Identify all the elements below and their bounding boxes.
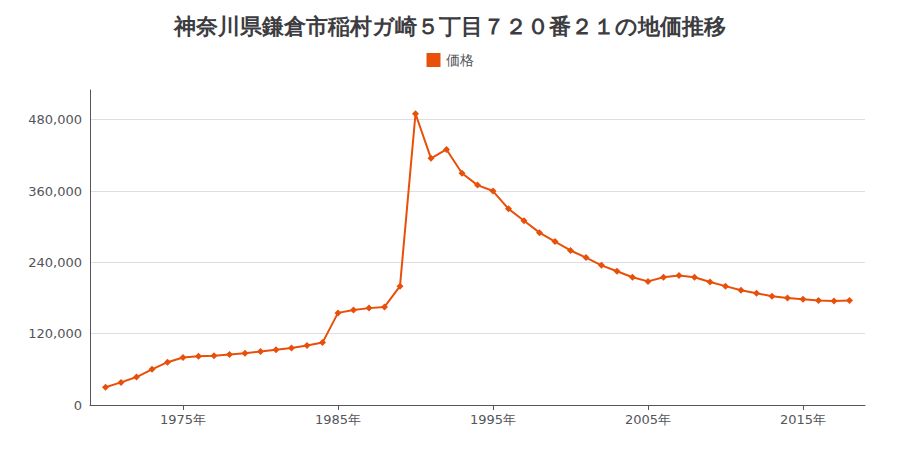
svg-text:120,000: 120,000	[28, 326, 82, 341]
svg-text:360,000: 360,000	[28, 184, 82, 199]
svg-text:神奈川県鎌倉市稲村ガ崎５丁目７２０番２１の地価推移: 神奈川県鎌倉市稲村ガ崎５丁目７２０番２１の地価推移	[173, 14, 726, 39]
svg-text:価格: 価格	[446, 52, 474, 68]
svg-text:2015年: 2015年	[780, 412, 826, 427]
svg-text:1975年: 1975年	[160, 412, 206, 427]
svg-text:480,000: 480,000	[28, 112, 82, 127]
svg-text:1995年: 1995年	[470, 412, 516, 427]
svg-text:2005年: 2005年	[625, 412, 671, 427]
svg-text:240,000: 240,000	[28, 255, 82, 270]
svg-text:1985年: 1985年	[315, 412, 361, 427]
svg-text:0: 0	[74, 398, 82, 413]
